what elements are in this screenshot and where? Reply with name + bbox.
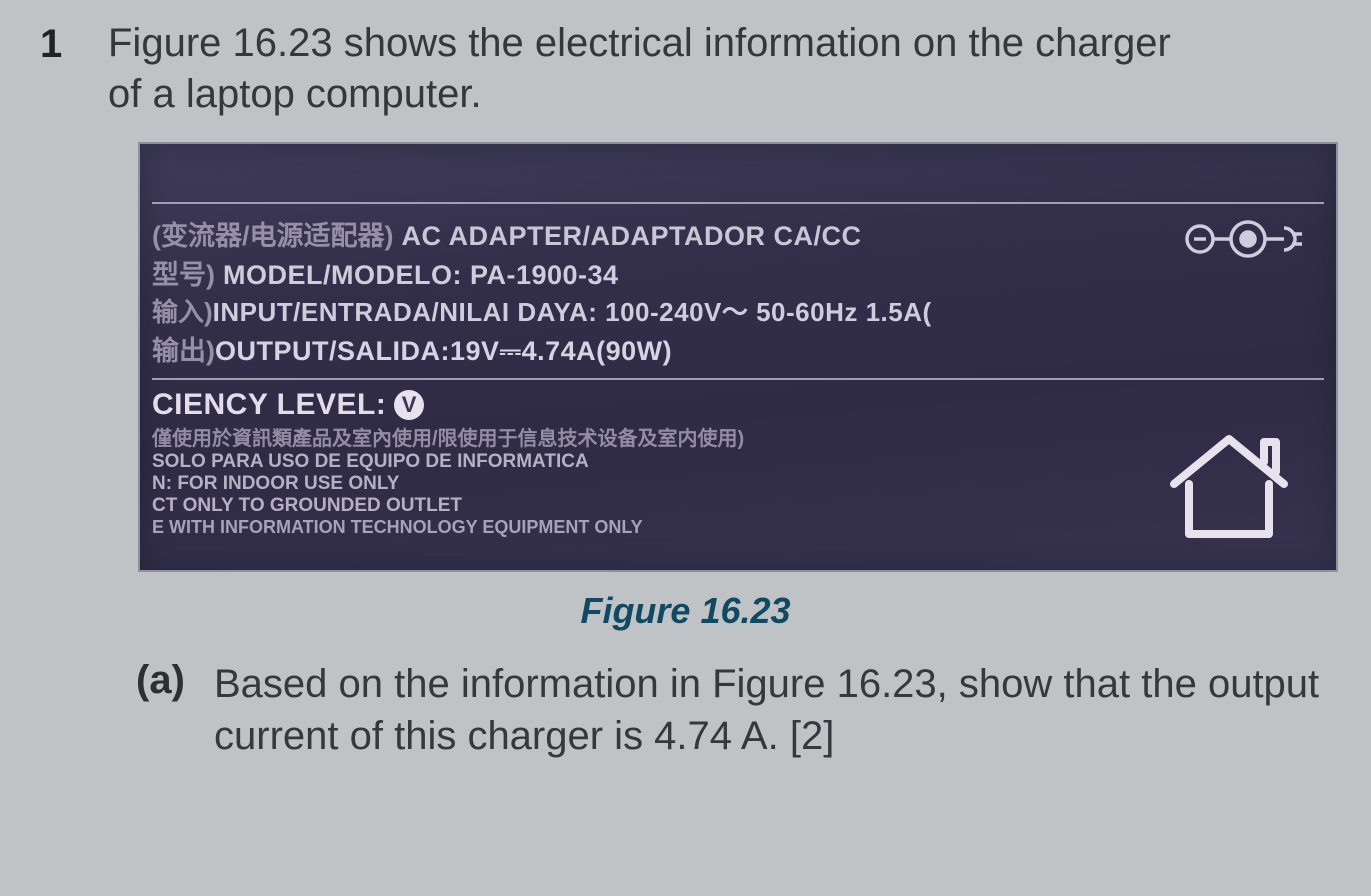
question-row: 1 Figure 16.23 shows the electrical info… — [40, 18, 1331, 120]
label-info-block: CIENCY LEVEL: V 僅使用於資訊類產品及室內使用/限使用于信息技术设… — [152, 380, 1324, 562]
spec-adapter-cjk: (变流器/电源适配器) — [152, 221, 393, 251]
indoor-house-icon — [1154, 424, 1304, 544]
it-equipment-line: E WITH INFORMATION TECHNOLOGY EQUIPMENT … — [152, 517, 1324, 538]
spec-model-cjk: 型号) — [152, 260, 215, 290]
usage-es-line: SOLO PARA USO DE EQUIPO DE INFORMATICA — [152, 451, 1324, 473]
subpart-row: (a) Based on the information in Figure 1… — [136, 658, 1331, 762]
spec-model-en: MODEL/MODELO: PA-1900-34 — [215, 260, 619, 290]
spec-input-line: 输入)INPUT/ENTRADA/NILAI DAYA: 100-240V～ 5… — [152, 292, 1324, 329]
figure-caption: Figure 16.23 — [40, 590, 1331, 632]
question-number: 1 — [40, 22, 70, 67]
subpart-label: (a) — [136, 658, 198, 703]
usage-cjk-line: 僅使用於資訊類產品及室內使用/限使用于信息技术设备及室内使用) — [152, 422, 1324, 451]
charger-label-plate: (变流器/电源适配器) AC ADAPTER/ADAPTADOR CA/CC 型… — [138, 142, 1338, 572]
spec-adapter-en: AC ADAPTER/ADAPTADOR CA/CC — [393, 221, 861, 251]
subpart-text: Based on the information in Figure 16.23… — [214, 658, 1331, 762]
figure-photo: (变流器/电源适配器) AC ADAPTER/ADAPTADOR CA/CC 型… — [138, 142, 1338, 572]
indoor-use-line: N: FOR INDOOR USE ONLY — [152, 473, 1324, 495]
efficiency-line: CIENCY LEVEL: V — [152, 388, 1324, 422]
label-top-strip — [152, 154, 1324, 204]
spec-model-line: 型号) MODEL/MODELO: PA-1900-34 — [152, 253, 1324, 292]
polarity-icon — [1180, 214, 1310, 264]
efficiency-text: CIENCY LEVEL: — [152, 388, 386, 422]
question-text: Figure 16.23 shows the electrical inform… — [108, 18, 1208, 120]
spec-input-cjk: 输入) — [152, 297, 213, 327]
efficiency-badge-icon: V — [394, 390, 424, 420]
spec-adapter-line: (变流器/电源适配器) AC ADAPTER/ADAPTADOR CA/CC — [152, 214, 1324, 253]
spec-output-cjk: 输出) — [152, 336, 215, 366]
grounded-outlet-line: CT ONLY TO GROUNDED OUTLET — [152, 495, 1324, 517]
spec-output-en: OUTPUT/SALIDA:19V⎓4.74A(90W) — [215, 336, 672, 366]
spec-input-en: INPUT/ENTRADA/NILAI DAYA: 100-240V～ 50-6… — [213, 297, 932, 327]
label-spec-block: (变流器/电源适配器) AC ADAPTER/ADAPTADOR CA/CC 型… — [152, 210, 1324, 380]
spec-output-line: 输出)OUTPUT/SALIDA:19V⎓4.74A(90W) — [152, 329, 1324, 368]
